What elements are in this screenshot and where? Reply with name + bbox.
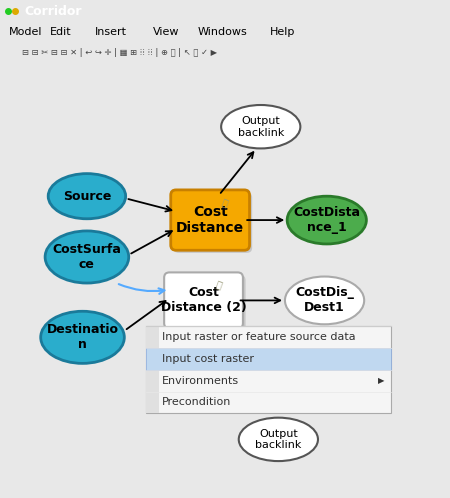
Text: Input raster or feature source data: Input raster or feature source data <box>162 332 356 342</box>
FancyBboxPatch shape <box>146 348 391 370</box>
Text: Output
backlink: Output backlink <box>255 429 302 450</box>
Text: ⚿: ⚿ <box>220 197 230 208</box>
Text: ⊟ ⊟ ✂ ⊟ ⊟ ✕ | ↩ ↪ ✛ | ▦ ⊞ ⁞⁞ ⁞⁞ | ⊕ ✋ | ↖ 🔗 ✓ ▶: ⊟ ⊟ ✂ ⊟ ⊟ ✕ | ↩ ↪ ✛ | ▦ ⊞ ⁞⁞ ⁞⁞ | ⊕ ✋ | … <box>22 48 218 57</box>
Text: Destinatio
n: Destinatio n <box>46 323 118 351</box>
Text: ▶: ▶ <box>378 376 384 385</box>
Text: CostSurfa
ce: CostSurfa ce <box>53 243 122 271</box>
Text: CostDista
nce_1: CostDista nce_1 <box>293 206 360 234</box>
Text: Windows: Windows <box>198 27 248 37</box>
FancyBboxPatch shape <box>173 193 252 253</box>
Ellipse shape <box>221 105 300 148</box>
Text: Output
backlink: Output backlink <box>238 116 284 137</box>
FancyBboxPatch shape <box>146 327 159 413</box>
FancyBboxPatch shape <box>146 327 391 413</box>
Ellipse shape <box>40 311 124 364</box>
FancyBboxPatch shape <box>167 275 246 331</box>
Ellipse shape <box>287 196 366 244</box>
Text: Input cost raster: Input cost raster <box>162 354 254 364</box>
Text: Environments: Environments <box>162 376 239 386</box>
Text: Help: Help <box>270 27 295 37</box>
Text: Corridor: Corridor <box>25 5 82 18</box>
Text: CostDis_
Dest1: CostDis_ Dest1 <box>295 286 354 314</box>
Text: Insert: Insert <box>94 27 126 37</box>
Text: ⚿: ⚿ <box>214 279 223 290</box>
Text: Precondition: Precondition <box>162 397 231 407</box>
Ellipse shape <box>48 174 126 219</box>
Ellipse shape <box>285 276 364 324</box>
Ellipse shape <box>45 231 129 283</box>
Text: Cost
Distance: Cost Distance <box>176 205 244 235</box>
Text: Edit: Edit <box>50 27 71 37</box>
Text: Source: Source <box>63 190 111 203</box>
FancyBboxPatch shape <box>171 190 250 250</box>
Ellipse shape <box>239 418 318 461</box>
FancyBboxPatch shape <box>164 272 243 328</box>
Text: Model: Model <box>9 27 42 37</box>
Text: Cost
Distance (2): Cost Distance (2) <box>161 286 247 314</box>
Text: View: View <box>153 27 180 37</box>
